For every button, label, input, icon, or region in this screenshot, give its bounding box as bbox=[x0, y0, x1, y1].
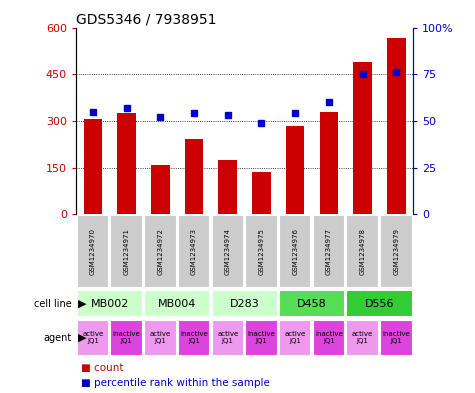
Bar bbox=[346, 215, 379, 288]
Bar bbox=[313, 215, 345, 288]
Text: active
JQ1: active JQ1 bbox=[285, 331, 306, 345]
Bar bbox=[245, 215, 278, 288]
Text: GSM1234971: GSM1234971 bbox=[124, 228, 130, 275]
Text: GSM1234973: GSM1234973 bbox=[191, 228, 197, 275]
Text: inactive
JQ1: inactive JQ1 bbox=[382, 331, 410, 345]
Bar bbox=[178, 320, 210, 356]
Bar bbox=[346, 290, 413, 317]
Bar bbox=[110, 320, 143, 356]
Text: GDS5346 / 7938951: GDS5346 / 7938951 bbox=[76, 12, 217, 26]
Text: GSM1234974: GSM1234974 bbox=[225, 228, 231, 275]
Text: D458: D458 bbox=[297, 299, 327, 309]
Text: inactive
JQ1: inactive JQ1 bbox=[113, 331, 141, 345]
Text: ▶: ▶ bbox=[78, 299, 87, 309]
Text: GSM1234978: GSM1234978 bbox=[360, 228, 366, 275]
Bar bbox=[144, 320, 177, 356]
Text: ■ count: ■ count bbox=[81, 362, 123, 373]
Bar bbox=[185, 139, 203, 214]
Text: inactive
JQ1: inactive JQ1 bbox=[180, 331, 208, 345]
Bar bbox=[151, 165, 170, 214]
Bar bbox=[346, 320, 379, 356]
Text: active
JQ1: active JQ1 bbox=[352, 331, 373, 345]
Bar bbox=[211, 290, 278, 317]
Bar bbox=[252, 172, 271, 214]
Text: active
JQ1: active JQ1 bbox=[150, 331, 171, 345]
Text: cell line: cell line bbox=[34, 299, 71, 309]
Bar bbox=[387, 39, 406, 214]
Text: ▶: ▶ bbox=[78, 333, 87, 343]
Bar bbox=[245, 320, 278, 356]
Bar bbox=[218, 160, 237, 214]
Bar bbox=[117, 113, 136, 214]
Text: ■ percentile rank within the sample: ■ percentile rank within the sample bbox=[81, 378, 270, 388]
Bar bbox=[84, 119, 102, 214]
Text: inactive
JQ1: inactive JQ1 bbox=[247, 331, 276, 345]
Text: D556: D556 bbox=[365, 299, 394, 309]
Text: GSM1234970: GSM1234970 bbox=[90, 228, 96, 275]
Bar bbox=[211, 320, 244, 356]
Bar bbox=[320, 112, 338, 214]
Text: MB002: MB002 bbox=[91, 299, 129, 309]
Bar bbox=[279, 320, 312, 356]
Bar bbox=[178, 215, 210, 288]
Bar bbox=[353, 62, 372, 214]
Text: active
JQ1: active JQ1 bbox=[82, 331, 104, 345]
Text: agent: agent bbox=[43, 333, 71, 343]
Text: GSM1234977: GSM1234977 bbox=[326, 228, 332, 275]
Bar bbox=[76, 320, 109, 356]
Bar bbox=[211, 215, 244, 288]
Bar bbox=[144, 215, 177, 288]
Text: active
JQ1: active JQ1 bbox=[217, 331, 238, 345]
Text: GSM1234979: GSM1234979 bbox=[393, 228, 399, 275]
Bar bbox=[380, 320, 413, 356]
Bar bbox=[313, 320, 345, 356]
Text: D283: D283 bbox=[230, 299, 259, 309]
Text: MB004: MB004 bbox=[158, 299, 196, 309]
Text: GSM1234975: GSM1234975 bbox=[258, 228, 265, 275]
Bar bbox=[286, 125, 304, 214]
Bar bbox=[76, 215, 109, 288]
Text: GSM1234972: GSM1234972 bbox=[157, 228, 163, 275]
Bar bbox=[110, 215, 143, 288]
Bar bbox=[279, 290, 345, 317]
Bar bbox=[380, 215, 413, 288]
Text: inactive
JQ1: inactive JQ1 bbox=[315, 331, 343, 345]
Bar bbox=[279, 215, 312, 288]
Bar bbox=[76, 290, 143, 317]
Text: GSM1234976: GSM1234976 bbox=[292, 228, 298, 275]
Bar bbox=[144, 290, 210, 317]
